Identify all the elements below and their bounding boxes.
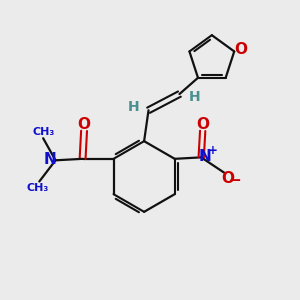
Text: O: O <box>221 171 234 186</box>
Text: +: + <box>208 143 217 157</box>
Text: O: O <box>196 118 209 133</box>
Text: N: N <box>44 152 57 167</box>
Text: O: O <box>78 117 91 132</box>
Text: N: N <box>199 149 212 164</box>
Text: H: H <box>188 90 200 104</box>
Text: CH₃: CH₃ <box>27 183 49 193</box>
Text: H: H <box>128 100 140 114</box>
Text: CH₃: CH₃ <box>32 127 54 137</box>
Text: O: O <box>234 43 247 58</box>
Text: −: − <box>228 173 241 188</box>
